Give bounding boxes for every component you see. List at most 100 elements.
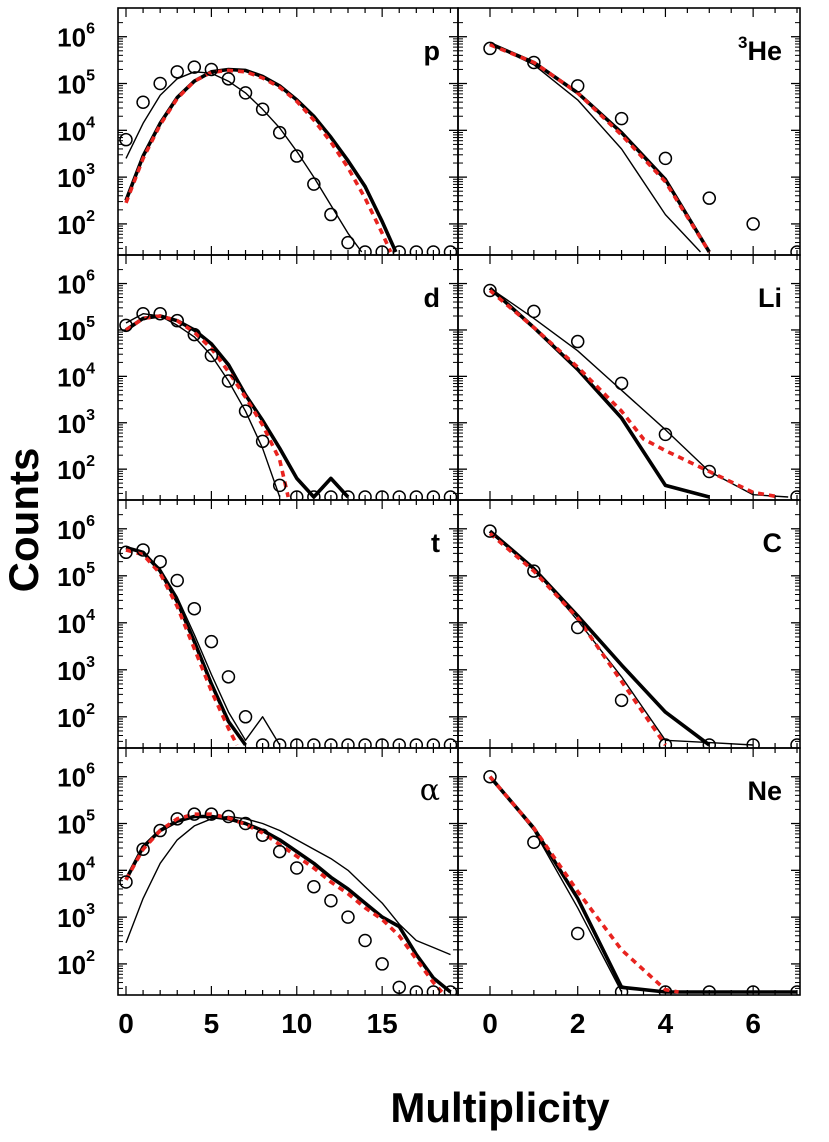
data-point <box>614 376 629 391</box>
y-tick-labels: 1021031041051061021031041051061021031041… <box>57 21 95 980</box>
x-tick-label: 6 <box>745 1008 761 1039</box>
data-point <box>614 111 629 126</box>
data-point <box>170 812 184 826</box>
panel-frame <box>117 499 459 749</box>
data-point <box>136 95 150 109</box>
data-point <box>204 807 219 821</box>
data-point <box>527 835 541 849</box>
x-tick-label: 2 <box>570 1008 586 1039</box>
y-tick-base: 10 <box>57 515 86 545</box>
y-tick-exp: 4 <box>86 114 95 131</box>
data-point <box>119 545 133 560</box>
data-point <box>614 985 629 995</box>
data-point <box>443 985 458 995</box>
data-point <box>570 620 585 635</box>
data-point <box>527 55 541 70</box>
y-tick-label: 105 <box>57 314 95 346</box>
data-point <box>392 980 406 995</box>
panel-label: C <box>763 528 783 558</box>
data-point <box>255 828 270 842</box>
data-point <box>658 151 673 166</box>
data-point <box>290 490 304 500</box>
y-tick-base: 10 <box>57 950 86 980</box>
panel-label: Li <box>758 283 782 313</box>
y-tick-base: 10 <box>57 210 86 240</box>
data-point <box>136 306 150 321</box>
data-point <box>170 573 184 588</box>
panel-frame <box>457 747 801 996</box>
x-tick-label: 0 <box>118 1008 134 1039</box>
data-point <box>409 985 424 995</box>
data-point <box>272 844 287 859</box>
data-point <box>392 245 406 255</box>
data-point <box>170 65 184 79</box>
y-tick-base: 10 <box>57 116 86 146</box>
y-tick-exp: 6 <box>86 513 95 530</box>
y-tick-exp: 4 <box>86 854 95 871</box>
y-tick-label: 103 <box>57 901 95 933</box>
data-point <box>426 245 441 255</box>
y-tick-label: 106 <box>57 513 95 545</box>
y-tick-base: 10 <box>57 362 86 392</box>
y-tick-label: 105 <box>57 68 95 100</box>
y-tick-label: 105 <box>57 560 95 592</box>
y-tick-label: 104 <box>57 607 95 639</box>
data-point <box>358 738 372 748</box>
y-tick-label: 104 <box>57 854 95 886</box>
y-tick-label: 106 <box>57 268 95 300</box>
y-tick-label: 103 <box>57 407 95 439</box>
data-point <box>790 738 800 748</box>
data-point <box>375 490 389 500</box>
data-point <box>238 710 253 724</box>
series-red-dashed <box>124 68 393 253</box>
data-point <box>204 348 219 363</box>
data-point <box>136 842 150 857</box>
y-tick-base: 10 <box>57 656 86 686</box>
data-point <box>341 490 355 500</box>
panel-label: d <box>424 283 441 313</box>
data-point <box>790 985 800 995</box>
data-point <box>153 76 167 91</box>
data-point <box>426 738 441 748</box>
y-tick-base: 10 <box>57 763 86 793</box>
data-point <box>324 207 338 222</box>
data-point <box>290 149 304 163</box>
data-point <box>570 926 585 941</box>
y-tick-base: 10 <box>57 70 86 100</box>
data-point <box>702 191 717 205</box>
y-tick-base: 10 <box>57 562 86 592</box>
panel-label: Ne <box>747 776 782 806</box>
y-tick-label: 103 <box>57 654 95 686</box>
data-point <box>375 245 389 255</box>
y-tick-label: 102 <box>57 948 95 980</box>
data-point <box>153 306 167 321</box>
data-point <box>702 464 717 479</box>
series-thick-black <box>488 286 710 499</box>
data-point <box>570 79 585 93</box>
data-point <box>187 327 202 342</box>
panel-frame <box>457 499 801 749</box>
data-point <box>392 490 406 500</box>
data-point <box>221 670 236 684</box>
y-tick-label: 102 <box>57 701 95 733</box>
y-tick-base: 10 <box>57 609 86 639</box>
y-tick-exp: 5 <box>86 68 95 85</box>
y-tick-exp: 2 <box>86 701 95 718</box>
series-thin-black <box>489 287 789 498</box>
series-thick-black <box>124 314 350 499</box>
data-point <box>324 738 338 748</box>
y-tick-exp: 2 <box>86 208 95 225</box>
series-thick-black <box>124 814 452 994</box>
y-tick-exp: 2 <box>86 453 95 470</box>
y-tick-base: 10 <box>57 270 86 300</box>
data-point <box>426 490 441 500</box>
panel-Ne: Ne <box>457 747 801 996</box>
data-point <box>341 910 355 924</box>
y-tick-exp: 3 <box>86 654 95 671</box>
data-point <box>358 245 372 255</box>
y-tick-label: 103 <box>57 161 95 193</box>
data-point <box>153 554 167 569</box>
data-point <box>570 334 585 349</box>
data-point <box>341 738 355 748</box>
